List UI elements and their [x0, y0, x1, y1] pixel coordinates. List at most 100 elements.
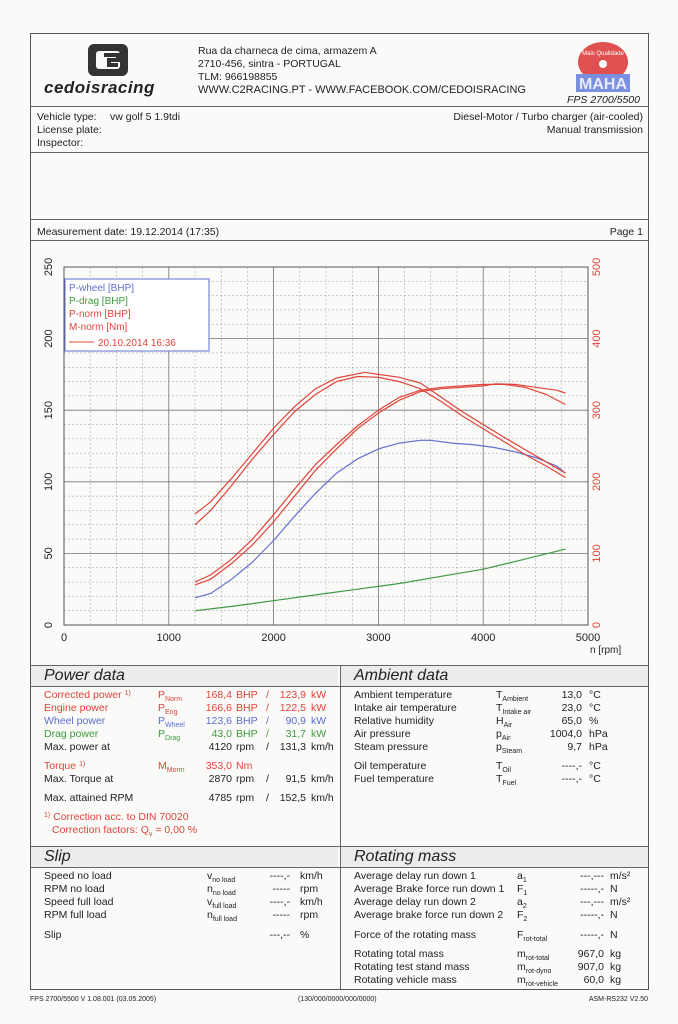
ambient-value: 9,7	[567, 741, 582, 753]
symbol-subscript: 1	[523, 890, 528, 897]
ambient-row-label: Ambient temperature	[354, 689, 453, 701]
symbol: PWheel	[158, 715, 185, 729]
rotating-row-label: Average delay run down 2	[354, 896, 476, 908]
symbol: vfull load	[207, 896, 237, 910]
ambient-value: 1004,0	[549, 728, 582, 740]
symbol-subscript: rot-total	[523, 936, 548, 943]
slip-row-label: Speed no load	[44, 870, 112, 882]
rotating-unit: N	[610, 883, 618, 895]
power-value-1: 168,4	[205, 689, 232, 701]
symbol-letter: M	[158, 760, 167, 772]
maha-seal-text: Mais Qualidade	[582, 51, 624, 57]
ambient-value: ----,-	[561, 760, 582, 772]
power-value-2: 152,5	[279, 792, 306, 804]
footer-version: FPS 2700/5500 V 1.08.001 (03.05.2005)	[30, 996, 157, 1003]
separator: /	[266, 715, 269, 727]
web-links: WWW.C2RACING.PT - WWW.FACEBOOK.COM/CEDOI…	[198, 84, 526, 96]
symbol: TAmbient	[496, 689, 528, 703]
power-row-label: Engine power	[44, 702, 108, 714]
symbol-subscript: rot-vehicle	[525, 981, 559, 988]
power-value-2: 91,5	[285, 773, 306, 785]
y-left-tick-label: 0	[43, 622, 55, 628]
symbol: nfull load	[207, 909, 237, 923]
power-unit-2: km/h	[311, 741, 334, 753]
row-label-text: Corrected power	[44, 689, 122, 701]
power-value-2: 123,9	[279, 689, 306, 701]
power-value-1: 2870	[208, 773, 232, 785]
section-header-bg	[31, 847, 338, 867]
row-label-text: Max. attained RPM	[44, 792, 134, 804]
ambient-unit: °C	[589, 689, 601, 701]
engine-type: Diesel-Motor / Turbo charger (air-cooled…	[453, 111, 643, 123]
symbol-letter: P	[158, 728, 166, 740]
rotating-unit: N	[610, 909, 618, 921]
symbol-letter: P	[158, 689, 166, 701]
power-row-label: Max. attained RPM	[44, 792, 133, 804]
rotating-value: -----,-	[580, 929, 604, 941]
divider	[30, 665, 649, 666]
rotating-row-label: Average Brake force run down 1	[354, 883, 505, 895]
separator: /	[266, 741, 269, 753]
symbol: pSteam	[496, 741, 522, 755]
symbol-subscript: Drag	[165, 735, 181, 742]
footer-interface: ASM-RS232 V2.50	[588, 996, 648, 1003]
power-row-label: Drag power	[44, 728, 98, 740]
row-label-text: Max. Torque at	[44, 773, 114, 785]
symbol-letter: F	[517, 929, 524, 941]
power-value-1: 43,0	[211, 728, 232, 740]
y-left-tick-label: 250	[43, 258, 55, 276]
ambient-row-label: Relative humidity	[354, 715, 434, 727]
separator: /	[266, 702, 269, 714]
power-unit-1: BHP	[236, 715, 258, 727]
rotating-value: -----,-	[580, 883, 604, 895]
symbol: Frot-total	[517, 929, 548, 943]
power-row-label: Max. power at	[44, 741, 110, 753]
power-data-title: Power data	[44, 667, 125, 684]
symbol-subscript: rot-dyno	[525, 968, 552, 975]
rotating-unit: N	[610, 929, 618, 941]
divider	[340, 665, 341, 989]
power-value-2: 31,7	[285, 728, 306, 740]
power-unit-1: rpm	[236, 792, 255, 804]
series-line-2	[194, 383, 566, 586]
vehicle-type-label: Vehicle type:	[37, 111, 97, 123]
y-right-tick-label: 0	[591, 622, 603, 628]
plot-border	[63, 266, 589, 626]
correction-sub: v	[148, 831, 153, 838]
license-plate-label: License plate:	[37, 124, 102, 136]
symbol: mrot-total	[517, 948, 549, 962]
y-right-tick-label: 200	[591, 473, 603, 491]
address-line-2: 2710-456, sintra - PORTUGAL	[198, 58, 341, 70]
series-line-4	[194, 371, 566, 515]
x-tick-label: 2000	[261, 632, 285, 644]
symbol-letter: a	[517, 870, 523, 882]
symbol-letter: T	[496, 773, 503, 785]
symbol-subscript: Wheel	[165, 722, 185, 729]
slip-row-label: Speed full load	[44, 896, 114, 908]
rotating-unit: m/s²	[610, 870, 631, 882]
symbol-letter: v	[207, 896, 213, 908]
symbol: HAir	[496, 715, 512, 729]
y-left-tick-label: 50	[43, 547, 55, 559]
symbol-letter: p	[496, 741, 502, 753]
symbol-letter: a	[517, 896, 523, 908]
symbol-subscript: Eng	[165, 709, 178, 716]
note-mark: 1)	[124, 690, 131, 697]
transmission-type: Manual transmission	[546, 124, 643, 136]
slip-value: -----	[272, 909, 290, 921]
row-label-text: Torque	[44, 760, 77, 772]
legend-item: P-drag [BHP]	[69, 296, 128, 307]
x-tick-label: 5000	[576, 632, 600, 644]
y-right-tick-label: 500	[591, 258, 603, 276]
ambient-unit: °C	[589, 773, 601, 785]
row-label-text: Engine power	[44, 702, 109, 714]
symbol: TFuel	[496, 773, 516, 787]
symbol-subscript: full load	[212, 903, 237, 910]
y-left-tick-label: 200	[43, 329, 55, 347]
ambient-unit: °C	[589, 760, 601, 772]
maha-logo: Mais Qualidade MAHA	[568, 38, 638, 94]
power-unit-1: BHP	[236, 728, 258, 740]
divider	[30, 240, 649, 241]
slip-title: Slip	[44, 848, 71, 865]
symbol-subscript: 1	[522, 877, 527, 884]
